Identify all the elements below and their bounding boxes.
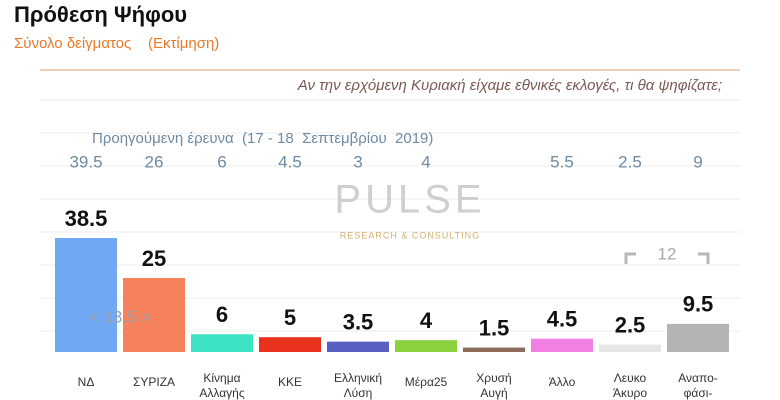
x-tick-label: Λευκο Άκυρο: [613, 371, 647, 400]
annotation: 12: [658, 244, 677, 263]
bar: [395, 340, 457, 352]
bar: [191, 334, 253, 352]
bar: [55, 238, 117, 352]
value-label: 6: [216, 302, 228, 327]
previous-value: 5.5: [550, 152, 574, 171]
annotation: < 13.5 >: [89, 307, 151, 326]
value-label: 5: [284, 305, 296, 330]
watermark-sub: RESEARCH & CONSULTING: [340, 230, 480, 240]
previous-value: 26: [145, 152, 164, 171]
x-tick-label: Άλλο: [549, 375, 576, 389]
x-tick-label: Χρυσή Αυγή: [476, 371, 511, 400]
bar: [599, 344, 661, 352]
previous-value: 4.5: [278, 152, 302, 171]
previous-value: 3: [353, 152, 362, 171]
value-label: 9.5: [683, 292, 714, 317]
bar: [531, 338, 593, 352]
bar: [667, 323, 729, 352]
previous-value: 9: [693, 152, 702, 171]
value-label: 2.5: [615, 312, 646, 337]
previous-value: 4: [421, 152, 430, 171]
value-label: 38.5: [65, 206, 108, 231]
x-tick-label: Ελληνική Λύση: [334, 371, 382, 400]
x-tick-label: ΣΥΡΙΖΑ: [133, 375, 175, 389]
bar: [327, 341, 389, 352]
bar: [123, 278, 185, 352]
bar: [463, 347, 525, 352]
previous-label: Προηγούμενη έρευνα (17 - 18 Σεπτεμβρίου …: [92, 130, 433, 147]
x-tick-label: Αναπο-φάσι-: [678, 371, 718, 400]
previous-value: 2.5: [618, 152, 642, 171]
question: Αν την ερχόμενη Κυριακή είχαμε εθνικές ε…: [297, 77, 722, 94]
bar: [259, 337, 321, 352]
watermark: PULSE: [334, 178, 485, 222]
previous-value: 39.5: [69, 152, 102, 171]
chart-title: Πρόθεση Ψήφου: [14, 2, 187, 27]
x-tick-label: Μέρα25: [405, 375, 448, 389]
subtitle: Σύνολο δείγματος (Εκτίμηση): [14, 35, 219, 52]
value-label: 4: [420, 308, 433, 333]
x-tick-label: ΝΔ: [78, 375, 95, 389]
bracket: [624, 252, 710, 264]
x-tick-label: ΚΚΕ: [278, 375, 302, 389]
value-label: 25: [142, 246, 166, 271]
value-label: 1.5: [479, 315, 510, 340]
previous-value: 6: [217, 152, 226, 171]
value-label: 4.5: [547, 306, 578, 331]
value-label: 3.5: [343, 309, 374, 334]
x-tick-label: Κίνημα Αλλαγής: [199, 371, 244, 400]
